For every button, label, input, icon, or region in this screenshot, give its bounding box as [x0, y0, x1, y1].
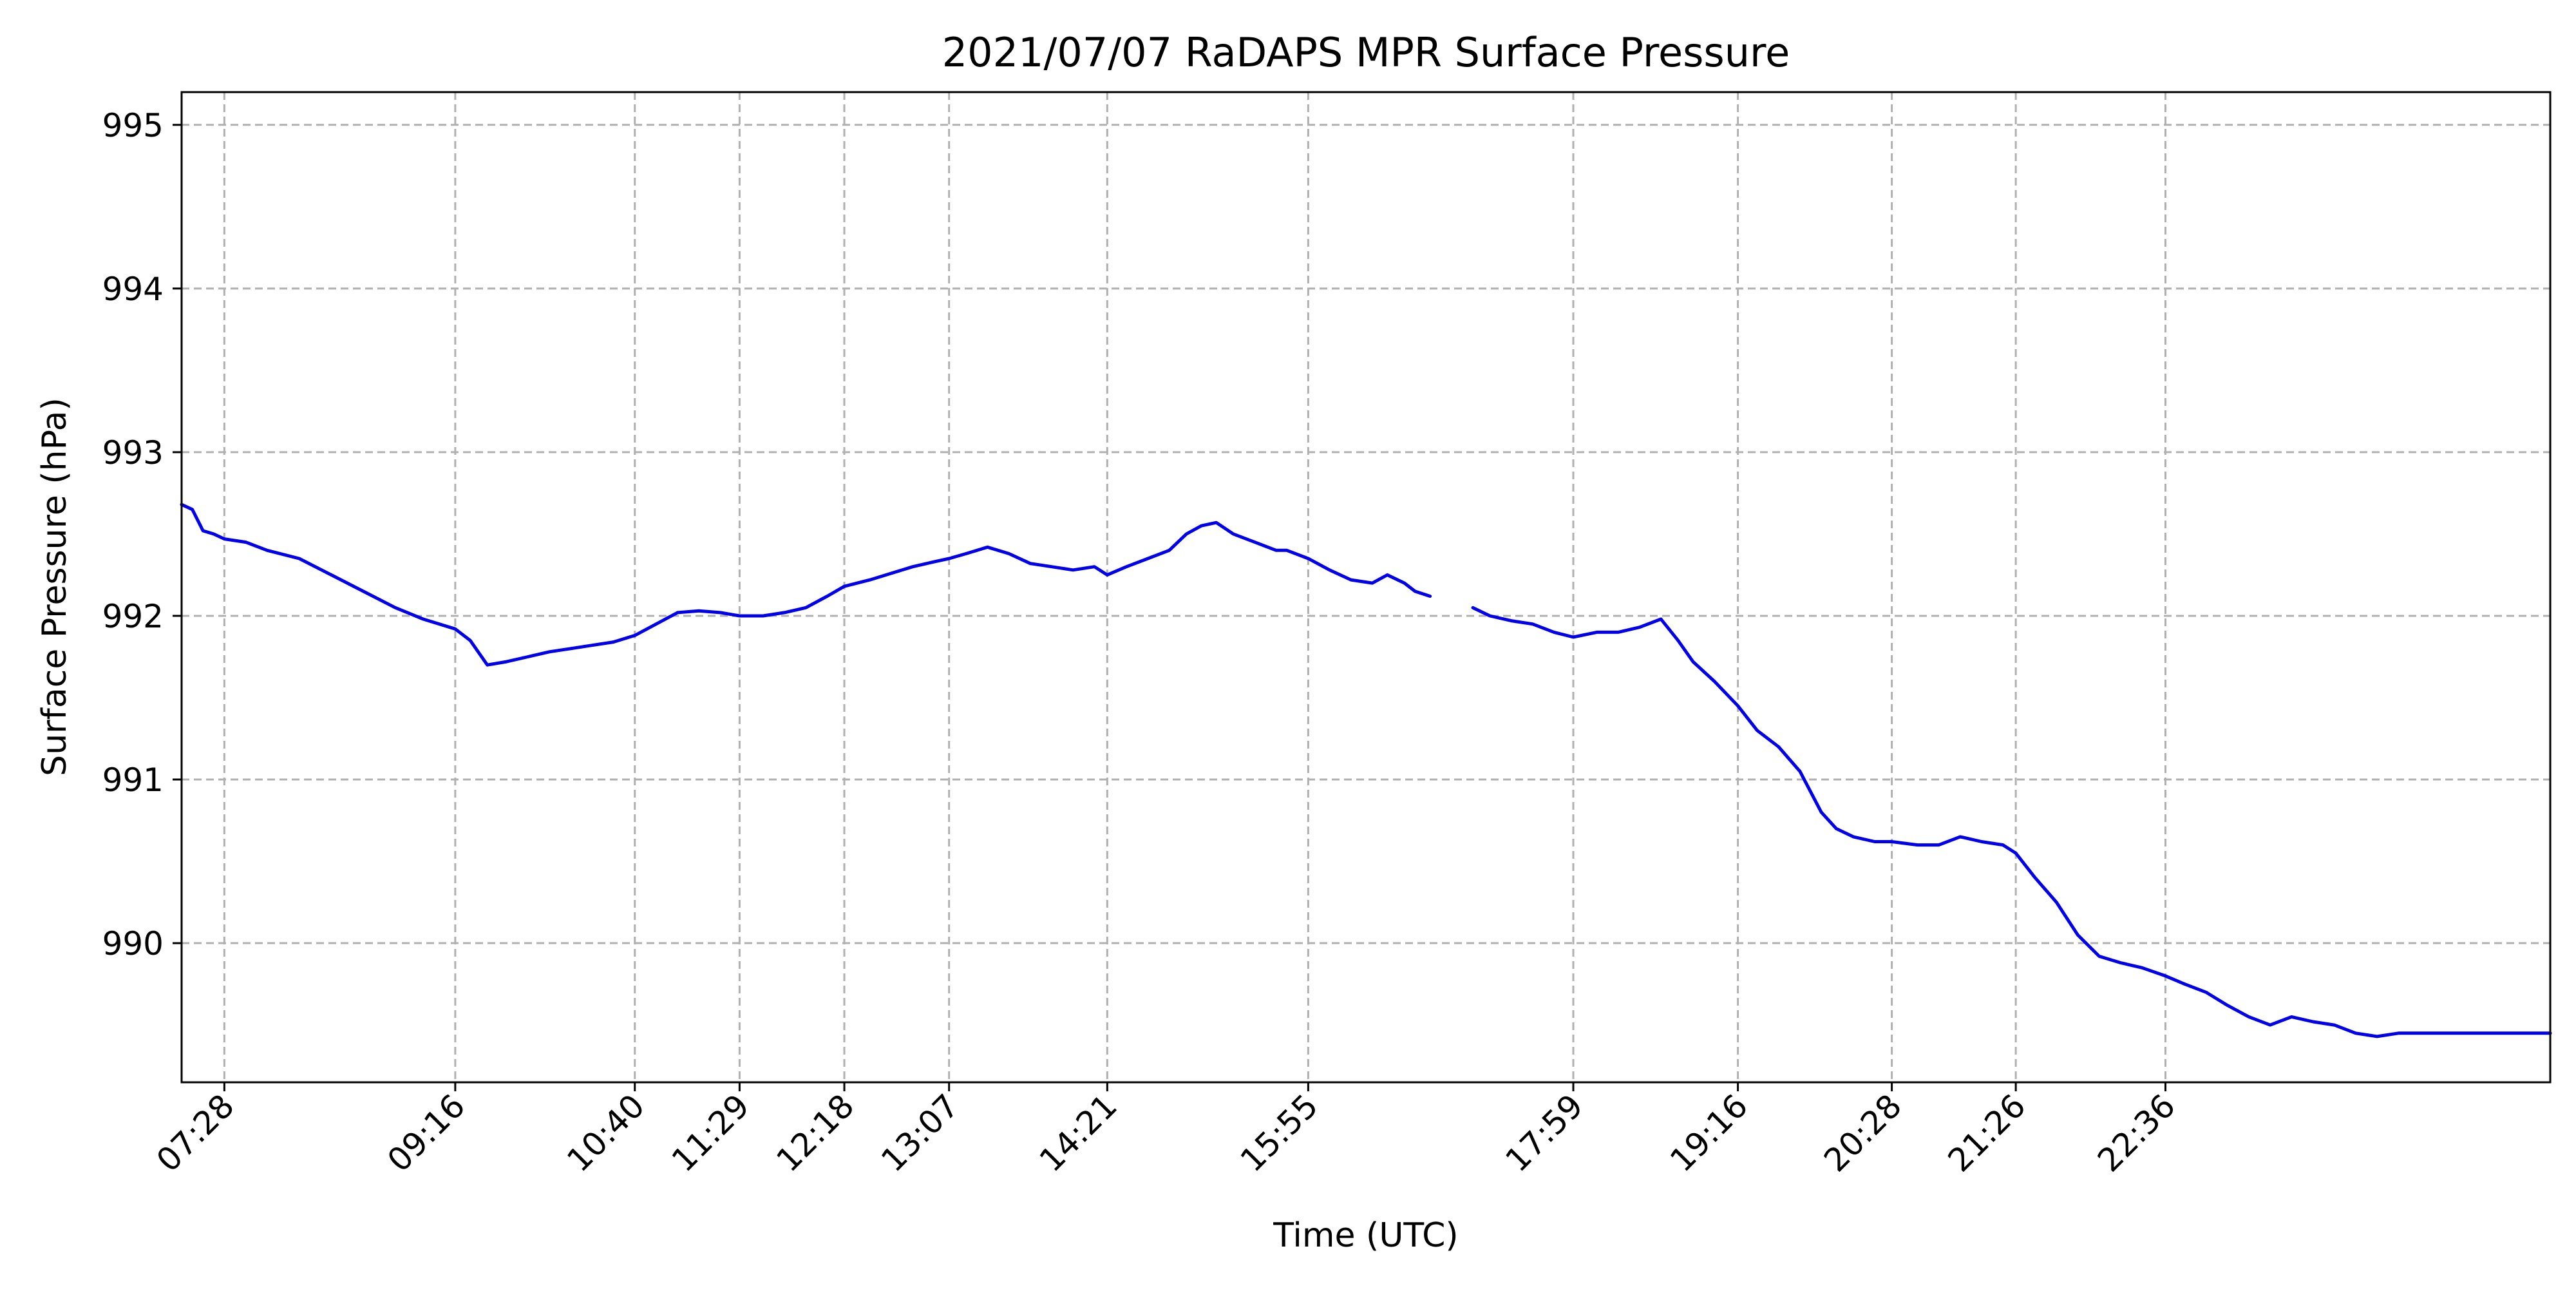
y-tick-label: 990	[102, 925, 164, 962]
x-tick-label: 09:16	[380, 1087, 472, 1179]
y-axis: 990 991 992 993 994 995	[102, 107, 182, 962]
y-tick-label: 991	[102, 761, 164, 799]
series-line	[180, 502, 1432, 667]
x-tick-label: 10:40	[560, 1087, 652, 1179]
plot-background	[182, 92, 2550, 1082]
x-tick-label: 21:26	[1941, 1087, 2033, 1179]
x-tick-label: 17:59	[1499, 1087, 1591, 1179]
x-tick-label: 11:29	[665, 1087, 757, 1179]
chart-title: 2021/07/07 RaDAPS MPR Surface Pressure	[942, 29, 1790, 76]
x-tick-label: 07:28	[149, 1087, 242, 1179]
plot-frame	[180, 91, 2552, 1084]
x-tick-label: 19:16	[1663, 1087, 1755, 1179]
y-tick-label: 994	[102, 271, 164, 308]
x-tick-label: 20:28	[1817, 1087, 1909, 1179]
y-tick-label: 993	[102, 434, 164, 472]
series-line	[1471, 606, 2552, 1038]
x-tick-label: 14:21	[1032, 1087, 1124, 1179]
data-lines	[180, 502, 2552, 1038]
x-tick-label: 15:55	[1233, 1087, 1325, 1179]
x-tick-label: 22:36	[2090, 1087, 2183, 1179]
y-tick-label: 995	[102, 107, 164, 144]
x-tick-label: 13:07	[874, 1087, 966, 1179]
grid-lines	[182, 92, 2550, 1082]
y-tick-label: 992	[102, 598, 164, 635]
y-axis-label: Surface Pressure (hPa)	[35, 397, 74, 776]
x-axis-label: Time (UTC)	[1273, 1216, 1458, 1255]
x-tick-label: 12:18	[770, 1087, 862, 1179]
x-axis: 07:28 09:16 10:40 11:29 12:18 13:07 14:21 15:55…	[149, 1082, 2183, 1179]
